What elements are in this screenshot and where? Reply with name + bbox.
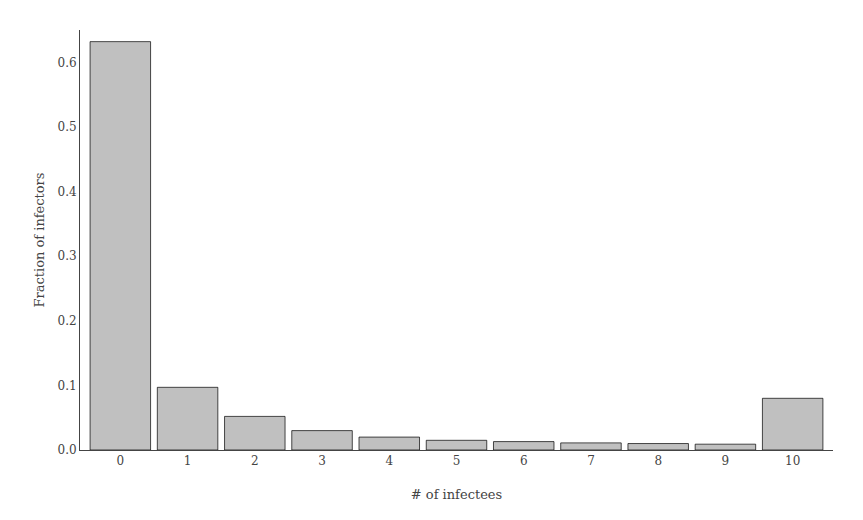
svg-text:0.4: 0.4 bbox=[58, 185, 77, 199]
svg-text:3: 3 bbox=[318, 454, 326, 468]
svg-text:8: 8 bbox=[654, 454, 662, 468]
svg-text:7: 7 bbox=[587, 454, 595, 468]
svg-text:5: 5 bbox=[453, 454, 461, 468]
svg-text:0.6: 0.6 bbox=[58, 56, 77, 70]
svg-text:0.0: 0.0 bbox=[58, 443, 77, 457]
svg-text:2: 2 bbox=[251, 454, 259, 468]
svg-text:Fraction of infectors: Fraction of infectors bbox=[32, 172, 47, 307]
svg-text:1: 1 bbox=[184, 454, 192, 468]
svg-text:0.3: 0.3 bbox=[58, 249, 77, 263]
svg-text:6: 6 bbox=[520, 454, 528, 468]
svg-text:0.2: 0.2 bbox=[58, 314, 77, 328]
svg-text:0.1: 0.1 bbox=[58, 379, 77, 393]
svg-text:0: 0 bbox=[117, 454, 125, 468]
svg-text:4: 4 bbox=[385, 454, 393, 468]
svg-text:9: 9 bbox=[722, 454, 730, 468]
svg-text:0.5: 0.5 bbox=[58, 120, 77, 134]
svg-text:# of infectees: # of infectees bbox=[411, 487, 502, 502]
svg-text:10: 10 bbox=[785, 454, 800, 468]
